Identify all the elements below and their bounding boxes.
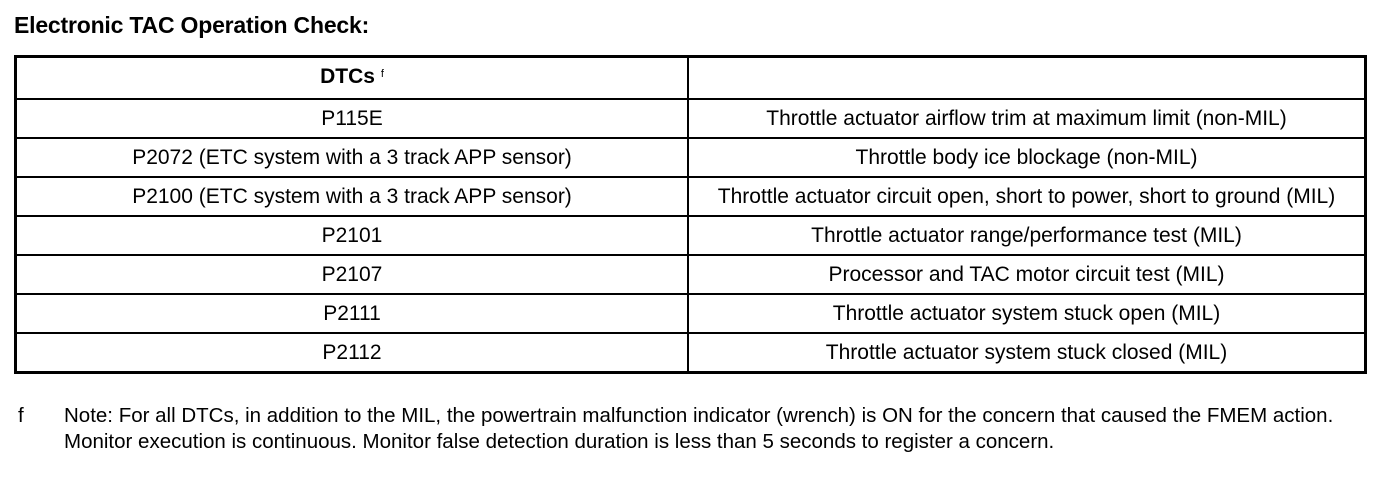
footnote-mark: f — [380, 68, 384, 80]
table-row: P2111 Throttle actuator system stuck open… — [14, 293, 1367, 334]
table-row: P2107 Processor and TAC motor circuit tes… — [14, 254, 1367, 295]
footnote-text: Note: For all DTCs, in addition to the M… — [64, 404, 1334, 453]
dtc-code-cell: P2072 (ETC system with a 3 track APP sen… — [14, 137, 689, 178]
table-row: P2072 (ETC system with a 3 track APP sen… — [14, 137, 1367, 178]
dtc-description-cell: Throttle actuator airflow trim at maximu… — [687, 98, 1367, 139]
dtc-description-cell: Throttle actuator system stuck closed (M… — [687, 332, 1367, 374]
table-row: P2101 Throttle actuator range/performance… — [14, 215, 1367, 256]
footnote-mark: f — [18, 404, 24, 427]
table-row: P2112 Throttle actuator system stuck clos… — [14, 332, 1367, 374]
header-description — [687, 55, 1367, 100]
dtc-table: DTCs f P115E Throttle actuator airflow tr… — [14, 55, 1367, 374]
footnote: f Note: For all DTCs, in addition to the… — [18, 403, 1378, 455]
dtc-description-cell: Throttle actuator range/performance test… — [687, 215, 1367, 256]
dtc-description-cell: Throttle body ice blockage (non-MIL) — [687, 137, 1367, 178]
table-row: P2100 (ETC system with a 3 track APP sen… — [14, 176, 1367, 217]
dtc-description-cell: Throttle actuator system stuck open (MIL… — [687, 293, 1367, 334]
header-dtcs: DTCs f — [14, 55, 689, 100]
dtc-code-cell: P2112 — [14, 332, 689, 374]
dtc-code-cell: P2107 — [14, 254, 689, 295]
dtc-code-cell: P2101 — [14, 215, 689, 256]
section-title: Electronic TAC Operation Check: — [14, 12, 370, 38]
dtc-code-cell: P2111 — [14, 293, 689, 334]
dtc-code-cell: P115E — [14, 98, 689, 139]
dtc-code-cell: P2100 (ETC system with a 3 track APP sen… — [14, 176, 689, 217]
table-header-row: DTCs f — [14, 55, 1367, 100]
dtc-description-cell: Processor and TAC motor circuit test (MI… — [687, 254, 1367, 295]
table-row: P115E Throttle actuator airflow trim at m… — [14, 98, 1367, 139]
dtc-description-cell: Throttle actuator circuit open, short to… — [687, 176, 1367, 217]
